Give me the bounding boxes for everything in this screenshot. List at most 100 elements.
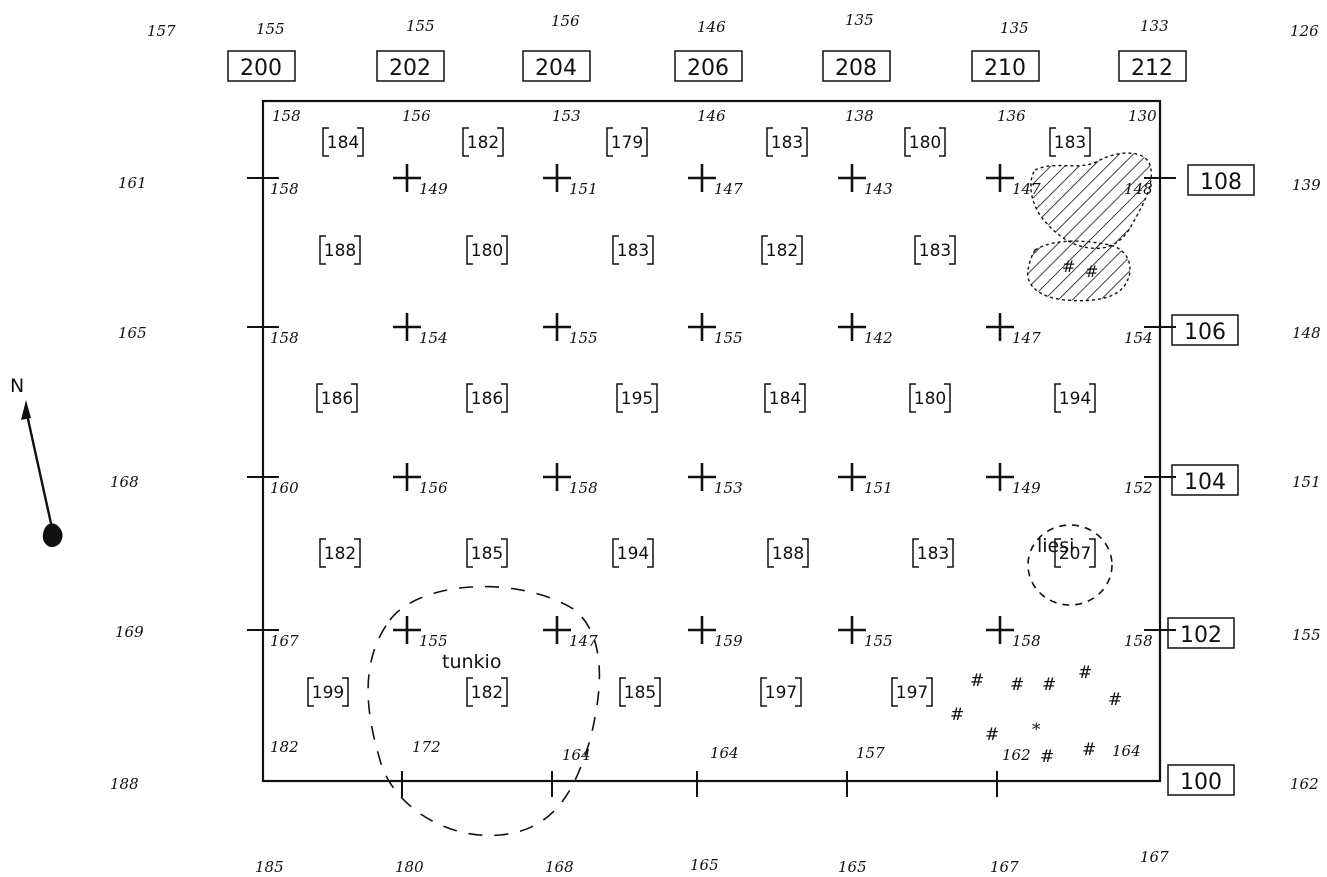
svg-text:102: 102 — [1180, 623, 1222, 648]
svg-text:#: # — [970, 671, 984, 691]
grid-point-value: 154 — [419, 329, 448, 347]
grid-point-value: 147 — [569, 632, 598, 650]
grid-point: 149 — [393, 164, 448, 198]
grid-point: 153 — [688, 463, 743, 497]
svg-text:180: 180 — [914, 389, 946, 409]
grid-point-value: 155 — [569, 329, 598, 347]
bracket-value: 185 — [619, 677, 661, 707]
left-values: 161 165 168 169 188 — [110, 174, 147, 793]
top-value: 156 — [551, 12, 580, 30]
bracket-value: 194 — [1054, 383, 1096, 413]
right-values: 139 148 151 155 162 — [1290, 176, 1321, 793]
svg-text:186: 186 — [321, 389, 353, 409]
grid-point-value: 151 — [864, 479, 893, 497]
svg-text:183: 183 — [771, 133, 803, 153]
bracket-value: 188 — [319, 235, 361, 265]
bracket-value: 182 — [466, 677, 508, 707]
svg-text:199: 199 — [312, 683, 344, 703]
midden-label: tunkio — [442, 651, 501, 673]
edge-value: 160 — [270, 479, 299, 497]
bracket-value: 186 — [316, 383, 358, 413]
svg-text:182: 182 — [467, 133, 499, 153]
grid-point-value: 158 — [1012, 632, 1041, 650]
svg-text:183: 183 — [917, 544, 949, 564]
bracket-value: 199 — [307, 677, 349, 707]
edge-value: 158 — [1124, 632, 1153, 650]
bracket-value: 183 — [612, 235, 654, 265]
stone-marks: # # # # # # # * # # — [950, 663, 1122, 767]
svg-text:204: 204 — [535, 56, 577, 81]
svg-text:188: 188 — [772, 544, 804, 564]
top-value: 146 — [697, 18, 726, 36]
edge-value: 182 — [270, 738, 299, 756]
svg-text:#: # — [985, 725, 999, 745]
grid-point-value: 147 — [714, 180, 743, 198]
bracket-value: 182 — [761, 235, 803, 265]
svg-text:#: # — [1042, 675, 1056, 695]
top-value: 155 — [406, 17, 435, 35]
svg-text:185: 185 — [471, 544, 503, 564]
grid-point: 147 — [543, 616, 598, 650]
bottom-value: 180 — [395, 858, 424, 876]
bracket-value: 180 — [466, 235, 508, 265]
grid-x-label: 202 — [376, 50, 445, 82]
bracket-value: 180 — [909, 383, 951, 413]
grid-point-value: 143 — [864, 180, 893, 198]
svg-text:#: # — [1082, 740, 1096, 760]
edge-value: 130 — [1128, 107, 1157, 125]
grid-point-value: 149 — [1012, 479, 1041, 497]
bracket-value: 182 — [462, 127, 504, 157]
grid-x-label: 208 — [822, 50, 891, 82]
left-value: 188 — [110, 775, 139, 793]
left-value: 168 — [110, 473, 139, 491]
grid-point: 155 — [543, 313, 598, 347]
svg-text:180: 180 — [909, 133, 941, 153]
grid-point-value: 155 — [864, 632, 893, 650]
edge-value: 138 — [845, 107, 874, 125]
svg-text:108: 108 — [1200, 170, 1242, 195]
grid-point: 143 — [838, 164, 893, 198]
edge-value: 158 — [270, 329, 299, 347]
grid-point: 147 — [986, 313, 1041, 347]
grid-point-value: 142 — [864, 329, 893, 347]
svg-text:194: 194 — [617, 544, 649, 564]
bottom-value: 165 — [690, 856, 719, 874]
bottom-values: 185 180 168 165 165 167 167 — [255, 848, 1169, 876]
svg-text:182: 182 — [766, 241, 798, 261]
edge-value: 156 — [402, 107, 431, 125]
grid-point: 154 — [393, 313, 448, 347]
grid-point-value: 155 — [419, 632, 448, 650]
top-value: 155 — [256, 20, 285, 38]
right-value: 155 — [1292, 626, 1321, 644]
svg-text:186: 186 — [471, 389, 503, 409]
edge-value: 158 — [272, 107, 301, 125]
grid-point: 147 — [688, 164, 743, 198]
grid-point: 158 — [543, 463, 598, 497]
svg-text:185: 185 — [624, 683, 656, 703]
grid-x-label: 206 — [674, 50, 743, 82]
grid-x-labels: 200 202 204 206 208 210 212 — [227, 50, 1187, 82]
grid-y-label: 106 — [1171, 314, 1239, 346]
grid-y-label: 104 — [1171, 464, 1239, 496]
svg-text:184: 184 — [769, 389, 801, 409]
grid-point-value: 149 — [419, 180, 448, 198]
svg-text:208: 208 — [835, 56, 877, 81]
svg-text:188: 188 — [324, 241, 356, 261]
edge-value: 164 — [1112, 742, 1141, 760]
svg-text:212: 212 — [1131, 56, 1173, 81]
top-value: 135 — [1000, 19, 1029, 37]
bottom-value: 167 — [1140, 848, 1169, 866]
grid-point: 156 — [393, 463, 448, 497]
grid-point: 142 — [838, 313, 893, 347]
svg-text:#: # — [1040, 747, 1054, 767]
bracket-value: 197 — [760, 677, 802, 707]
edge-value: 152 — [1124, 479, 1153, 497]
grid-point: 159 — [688, 616, 743, 650]
bottom-value: 185 — [255, 858, 284, 876]
bottom-value: 165 — [838, 858, 867, 876]
grid-point-value: 158 — [569, 479, 598, 497]
grid-points: 1581481491511471431471581541541551551421… — [247, 164, 1176, 650]
svg-text:183: 183 — [919, 241, 951, 261]
svg-text:183: 183 — [1054, 133, 1086, 153]
svg-text:194: 194 — [1059, 389, 1091, 409]
